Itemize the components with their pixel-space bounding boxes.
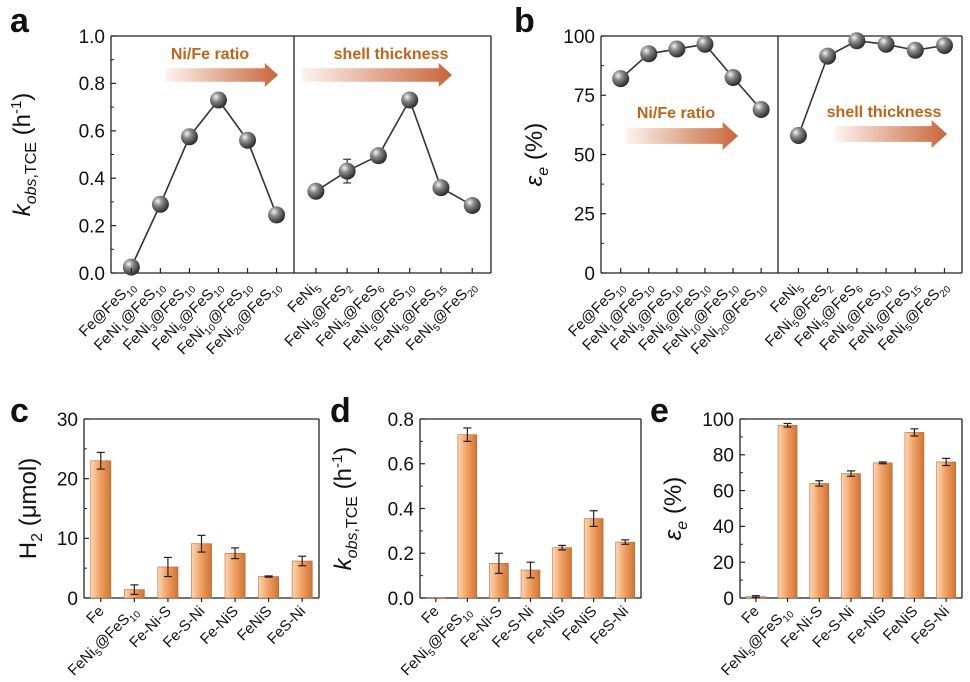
panel-b-ytick-label: 75 <box>574 86 595 107</box>
panel-e-ytick-label: 0 <box>723 589 734 610</box>
panel-d-ytick-label: 0.6 <box>388 455 414 476</box>
panel-e-xtick-label: Fe <box>738 603 762 627</box>
panel-d-ytick-label: 0.8 <box>388 410 414 431</box>
panel-a-data-point <box>151 195 169 213</box>
panel-a-data-point <box>239 131 257 149</box>
panel-d-ylabel: kobs,TCE (h-1) <box>329 447 361 571</box>
panel-b-data-point <box>935 36 953 54</box>
panel-a-ylabel: kobs,TCE (h-1) <box>8 93 40 217</box>
panel-a-data-point <box>338 162 356 180</box>
panel-b-data-point <box>819 47 837 65</box>
panel-a-ytick-label: 1.0 <box>79 27 105 48</box>
panel-b-data-point <box>789 127 807 145</box>
panel-a-label: a <box>10 2 30 40</box>
panel-e-ytick-label: 20 <box>713 553 734 574</box>
panel-a-data-point <box>209 91 227 109</box>
panel-c-ytick-label: 10 <box>57 529 78 550</box>
panel-a-data-point <box>463 196 481 214</box>
panel-a-ytick-label: 0.0 <box>79 264 105 285</box>
panel-c-xtick-label: FeS-Ni <box>264 603 309 648</box>
panel-d-ytick-label: 0.4 <box>388 499 415 520</box>
panel-a-data-point <box>122 258 140 276</box>
panel-d-ytick-label: 0.0 <box>388 589 414 610</box>
panel-c-bar <box>224 552 246 599</box>
panel-b-data-point <box>640 45 658 63</box>
panel-c-xtick-label: Fe-NiS <box>197 603 242 648</box>
panel-b-annotation-0: Ni/Fe ratio <box>637 105 715 122</box>
panel-e-label: e <box>650 392 669 430</box>
panel-a-ytick-label: 0.8 <box>79 74 105 95</box>
panel-e-bar <box>936 461 956 599</box>
panel-e-bar <box>872 462 893 599</box>
panel-e-ylabel: εe (%) <box>660 477 691 540</box>
panel-a-trend-arrow-0 <box>166 63 278 87</box>
panel-e-ytick-label: 100 <box>702 410 734 431</box>
panel-b-ytick-label: 0 <box>584 264 595 285</box>
panel-b-data-point <box>877 35 895 53</box>
panel-e-bar <box>777 424 798 599</box>
panel-a-data-point <box>369 147 387 165</box>
panel-c-ylabel: H2 (μmol) <box>15 458 46 559</box>
panel-a-annotation-1: shell thickness <box>334 46 449 63</box>
panel-b-ylabel: εe (%) <box>521 123 552 186</box>
panel-d-bar <box>457 434 478 599</box>
panel-b-data-point <box>906 41 924 59</box>
panel-b-data-point <box>668 40 686 58</box>
panel-b-ytick-label: 100 <box>563 27 595 48</box>
panel-c-bar <box>90 460 112 599</box>
panel-a-trend-arrow-1 <box>302 63 452 87</box>
panel-e-bar <box>809 483 830 599</box>
panel-c-bar <box>291 560 313 599</box>
panel-b-data-point <box>724 68 742 86</box>
panel-c-ytick-label: 0 <box>67 589 78 610</box>
panel-b-ytick-label: 50 <box>574 145 595 166</box>
panel-b-data-point <box>696 35 714 53</box>
panel-d-label: d <box>330 392 351 430</box>
panel-b-trend-arrow-1 <box>835 120 947 148</box>
panel-b-ytick-label: 25 <box>574 205 595 226</box>
panel-c-ytick-label: 20 <box>57 470 78 491</box>
panel-a-ytick-label: 0.6 <box>79 122 105 143</box>
panel-e-bar <box>841 473 861 599</box>
panel-b-data-point <box>752 100 770 118</box>
panel-e-ytick-label: 80 <box>713 446 734 467</box>
panel-d-bar <box>583 518 604 599</box>
panel-e-bar <box>904 432 925 599</box>
panel-d-bar <box>615 541 635 599</box>
panel-a-data-point <box>401 91 419 109</box>
panel-d-ytick-label: 0.2 <box>388 544 414 565</box>
panel-a-data-point <box>432 179 450 197</box>
panel-b-label: b <box>514 2 535 40</box>
panel-c-xtick-label: Fe <box>83 603 107 627</box>
panel-c-ytick-label: 30 <box>57 410 78 431</box>
panel-a-data-point <box>307 182 325 200</box>
panel-a-data-point <box>268 206 286 224</box>
panel-d-xtick-label: Fe <box>418 603 442 627</box>
panel-a-ytick-label: 0.4 <box>79 169 106 190</box>
panel-b-annotation-1: shell thickness <box>827 104 942 121</box>
panel-c-label: c <box>10 392 29 430</box>
panel-c-bar <box>258 576 280 599</box>
panel-b-data-point <box>848 32 866 50</box>
panel-e-ytick-label: 40 <box>713 517 734 538</box>
panel-a-data-point <box>180 128 198 146</box>
panel-a-ytick-label: 0.2 <box>79 216 105 237</box>
panel-a-series-line-0 <box>130 98 278 268</box>
panel-b-trend-arrow-0 <box>626 122 738 150</box>
panel-a-annotation-0: Ni/Fe ratio <box>171 46 249 63</box>
panel-e-ytick-label: 60 <box>713 481 734 502</box>
panel-b-data-point <box>612 70 630 88</box>
panel-d-bar <box>552 547 572 599</box>
